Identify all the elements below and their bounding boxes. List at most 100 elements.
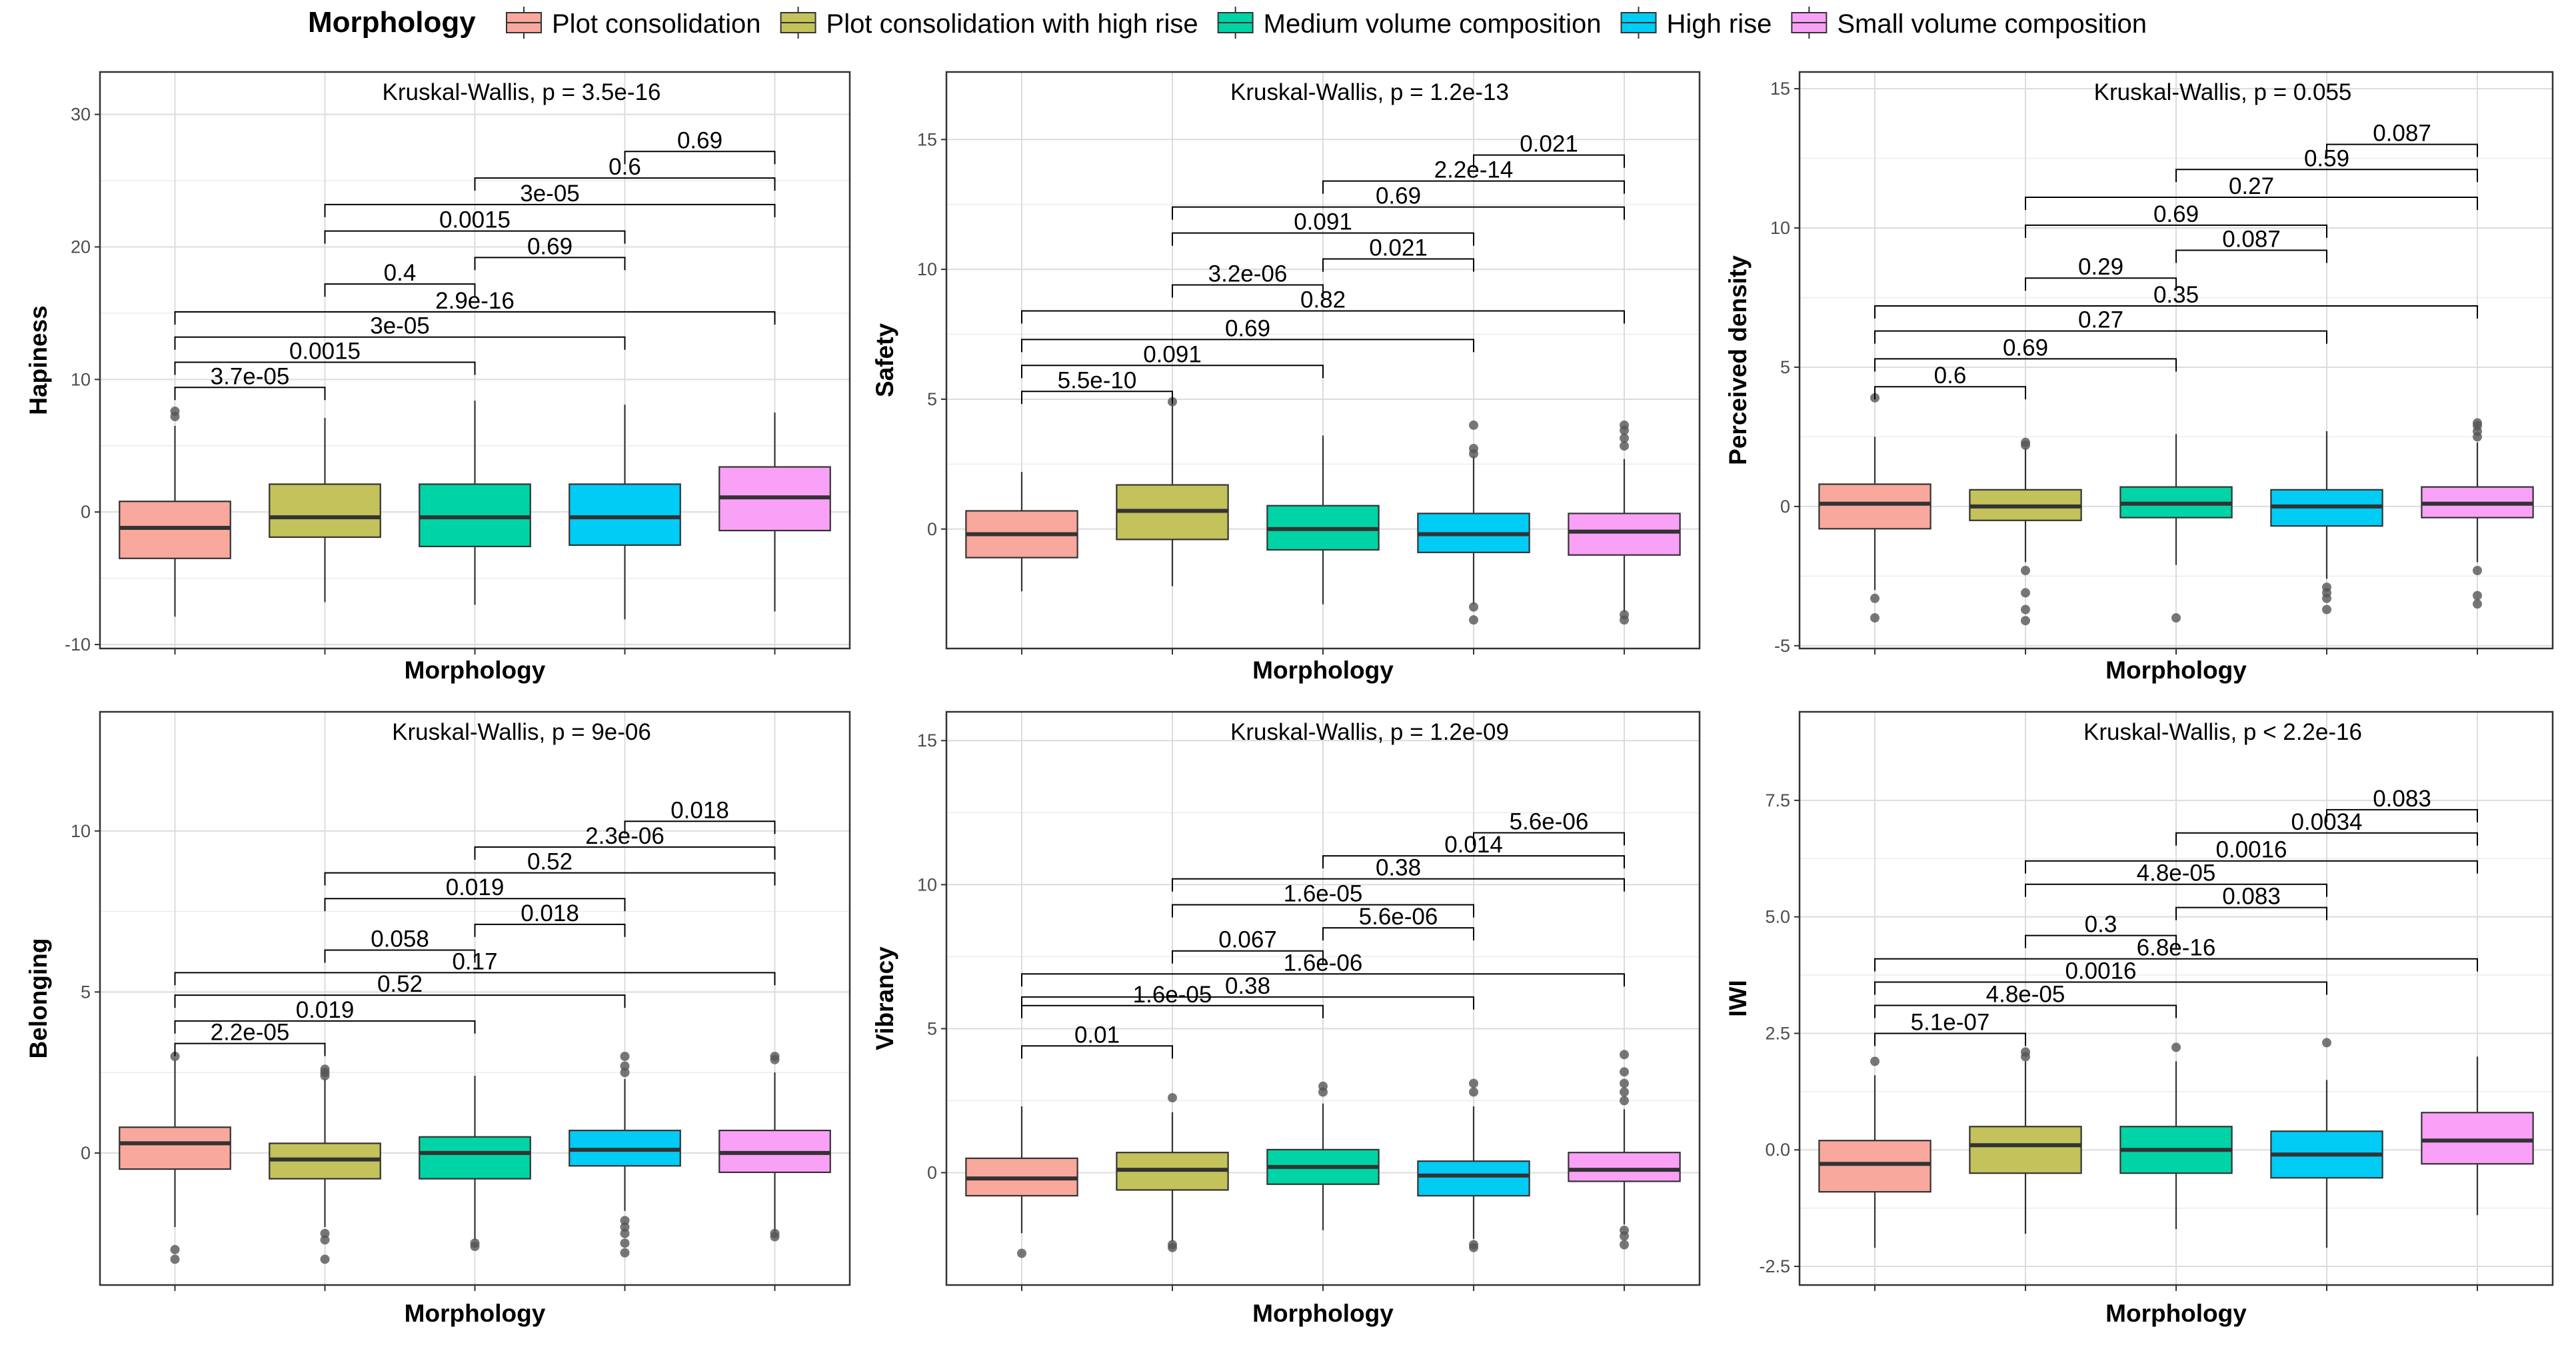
outlier-point bbox=[170, 407, 180, 417]
bracket-line bbox=[1021, 391, 1173, 405]
box-iqr bbox=[419, 1136, 531, 1180]
bracket-pvalue: 0.087 bbox=[2222, 226, 2281, 252]
comparison-bracket: 0.52 bbox=[174, 971, 626, 1008]
outlier-point bbox=[2322, 605, 2331, 615]
comparison-bracket: 0.6 bbox=[1874, 363, 2026, 400]
box-3 bbox=[2119, 1042, 2233, 1230]
box-2 bbox=[269, 1064, 381, 1264]
bracket-pvalue: 3e-05 bbox=[520, 181, 580, 207]
bracket-pvalue: 0.019 bbox=[296, 997, 355, 1023]
y-tick-label: 15 bbox=[1770, 79, 1790, 99]
outlier-point bbox=[320, 1254, 330, 1264]
chart-perceived-density: -50510150.60.690.270.350.290.0870.690.27… bbox=[1724, 71, 2554, 684]
outlier-point bbox=[170, 1254, 180, 1264]
bracket-line bbox=[1172, 904, 1474, 918]
bracket-line bbox=[1874, 958, 2478, 972]
comparison-bracket: 4.8e-05 bbox=[1874, 981, 2177, 1018]
bracket-line bbox=[174, 972, 776, 986]
comparison-bracket: 3.2e-06 bbox=[1172, 261, 1324, 298]
bracket-line bbox=[2025, 197, 2478, 211]
box-iqr bbox=[2421, 1112, 2534, 1165]
y-tick-label: 5 bbox=[1780, 357, 1790, 377]
bracket-line bbox=[1021, 365, 1324, 379]
y-tick-label: 0 bbox=[927, 1162, 937, 1182]
bracket-pvalue: 0.3 bbox=[2085, 912, 2117, 938]
bracket-line bbox=[1322, 855, 1625, 868]
comparison-bracket: 0.69 bbox=[1172, 183, 1625, 220]
comparison-bracket: 0.067 bbox=[1172, 927, 1324, 964]
bracket-pvalue: 5.5e-10 bbox=[1058, 367, 1137, 393]
comparison-bracket: 0.091 bbox=[1172, 209, 1474, 246]
outlier-point bbox=[2021, 1047, 2030, 1057]
outlier-point bbox=[2322, 593, 2331, 603]
outlier-point bbox=[620, 1051, 630, 1061]
bracket-pvalue: 0.27 bbox=[2078, 307, 2123, 333]
comparison-bracket: 0.083 bbox=[2326, 786, 2478, 822]
box-iqr bbox=[1568, 1152, 1681, 1182]
box-3 bbox=[1266, 1081, 1380, 1230]
kruskal-wallis-annotation: Kruskal-Wallis, p = 0.055 bbox=[2094, 79, 2352, 105]
bracket-line bbox=[324, 230, 626, 244]
box-1 bbox=[119, 407, 231, 617]
bracket-line bbox=[1021, 1045, 1173, 1059]
comparison-bracket: 0.0015 bbox=[174, 338, 476, 375]
bracket-pvalue: 0.067 bbox=[1218, 927, 1277, 953]
y-tick-label: 2.5 bbox=[1765, 1023, 1790, 1043]
outlier-point bbox=[2021, 437, 2030, 447]
outlier-point bbox=[1620, 1067, 1629, 1077]
outlier-point bbox=[1469, 420, 1478, 430]
bracket-line bbox=[324, 872, 776, 886]
bracket-line bbox=[1874, 358, 2177, 372]
outlier-point bbox=[770, 1232, 780, 1242]
legend-item-label: Plot consolidation bbox=[552, 9, 761, 39]
y-tick-label: 10 bbox=[917, 259, 937, 279]
bracket-pvalue: 5.1e-07 bbox=[1911, 1009, 1990, 1035]
outlier-point bbox=[2021, 588, 2030, 598]
box-5 bbox=[718, 413, 831, 612]
x-axis-label: Morphology bbox=[1252, 657, 1394, 684]
box-4 bbox=[1417, 1078, 1530, 1252]
bracket-pvalue: 0.021 bbox=[1369, 235, 1428, 261]
legend-item-label: Small volume composition bbox=[1837, 9, 2147, 39]
comparison-bracket: 0.019 bbox=[324, 874, 626, 912]
outlier-point bbox=[1469, 615, 1478, 625]
outlier-point bbox=[470, 1242, 480, 1252]
y-tick-label: 10 bbox=[1770, 218, 1790, 238]
box-2 bbox=[269, 418, 381, 603]
x-axis-label: Morphology bbox=[2105, 1300, 2247, 1327]
legend-item: Small volume composition bbox=[1791, 7, 2147, 39]
bracket-line bbox=[2025, 883, 2327, 897]
box-iqr bbox=[1969, 1126, 2082, 1174]
legend: Morphology Plot consolidation Plot consoli… bbox=[308, 6, 2147, 39]
chart-hapiness: -1001020303.7e-050.00153e-052.9e-160.40.… bbox=[25, 71, 851, 684]
panel-border bbox=[945, 71, 1701, 650]
box-iqr bbox=[1417, 1160, 1530, 1197]
bracket-line bbox=[324, 203, 776, 217]
bracket-pvalue: 0.0015 bbox=[289, 338, 361, 364]
box-4 bbox=[2270, 431, 2383, 615]
outlier-point bbox=[1620, 1078, 1629, 1088]
bracket-pvalue: 3e-05 bbox=[370, 313, 430, 339]
y-axis-label: Perceived density bbox=[1724, 255, 1752, 465]
y-tick-label: 15 bbox=[917, 129, 937, 149]
panel-border bbox=[1798, 710, 2554, 1286]
bracket-pvalue: 0.27 bbox=[2229, 173, 2274, 199]
bracket-pvalue: 0.38 bbox=[1376, 855, 1421, 881]
outlier-point bbox=[2171, 613, 2181, 623]
bracket-line bbox=[174, 1020, 476, 1034]
bracket-line bbox=[1874, 981, 2327, 995]
legend-item-label: Medium volume composition bbox=[1264, 9, 1602, 39]
bracket-pvalue: 1.6e-05 bbox=[1284, 881, 1363, 907]
chart-safety: 0510155.5e-100.0910.690.823.2e-060.0210.… bbox=[871, 71, 1701, 684]
comparison-bracket: 5.6e-06 bbox=[1473, 809, 1625, 846]
box-1 bbox=[965, 472, 1078, 592]
outlier-point bbox=[770, 1051, 780, 1061]
bracket-line bbox=[1172, 878, 1625, 892]
panel-border bbox=[945, 710, 1701, 1286]
y-tick-label: 15 bbox=[917, 730, 937, 750]
comparison-bracket: 0.35 bbox=[1874, 282, 2478, 319]
bracket-line bbox=[1874, 305, 2478, 319]
box-5 bbox=[718, 1051, 831, 1242]
bracket-line bbox=[624, 820, 776, 834]
outlier-point bbox=[1620, 433, 1629, 443]
